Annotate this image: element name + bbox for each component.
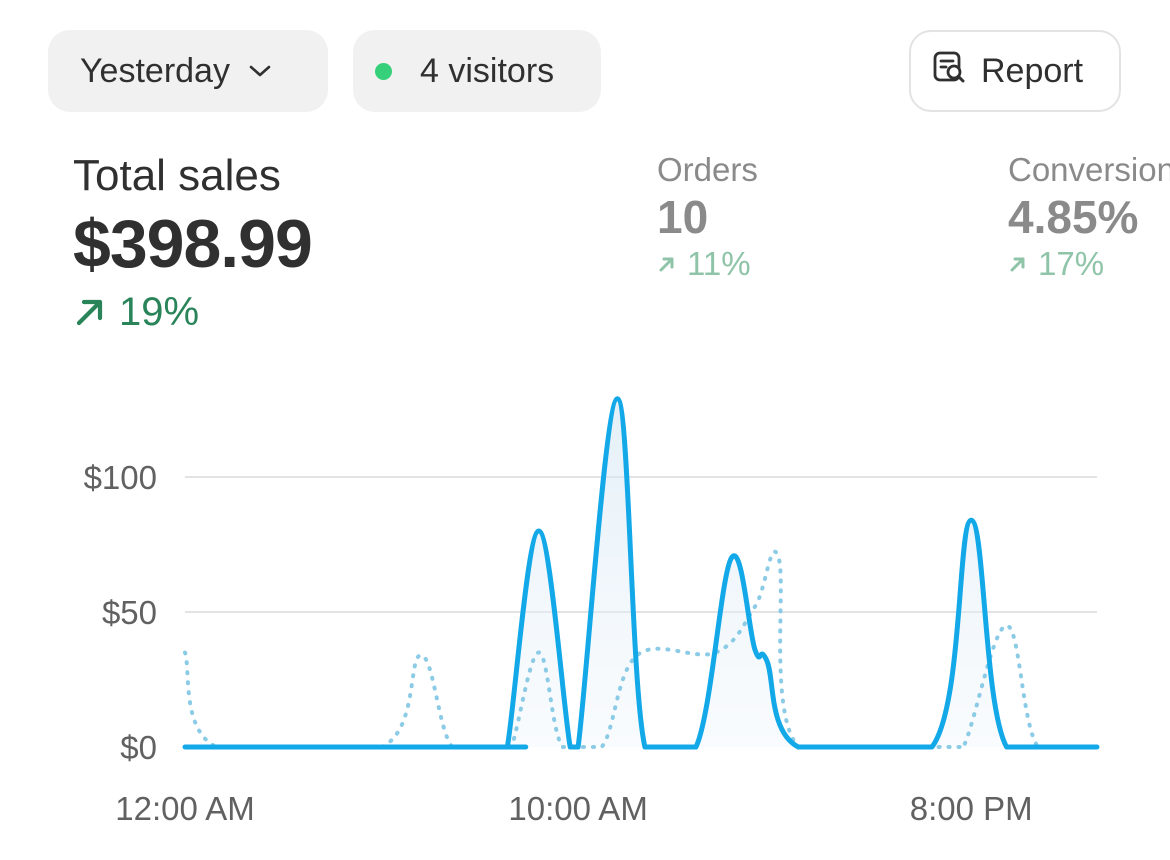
orders-label: Orders <box>657 151 758 188</box>
report-icon <box>931 49 981 94</box>
x-tick-label: 12:00 AM <box>115 790 254 827</box>
comparison-series-line <box>183 549 1099 750</box>
total-sales-value: $398.99 <box>73 206 313 282</box>
arrow-up-right-icon <box>659 257 674 272</box>
total-sales-change: 19% <box>73 288 312 336</box>
report-label: Report <box>981 51 1084 90</box>
conversion-metric[interactable]: Conversion 4.85% 17% <box>1008 150 1170 284</box>
conversion-label: Conversion <box>1008 151 1170 188</box>
live-visitors-pill[interactable]: 4 visitors <box>353 30 601 112</box>
live-status-dot <box>375 62 392 80</box>
y-tick-label: $50 <box>102 594 157 631</box>
y-tick-label: $0 <box>120 729 157 766</box>
report-button[interactable]: Report <box>909 30 1121 112</box>
orders-change: 11% <box>657 244 758 284</box>
arrow-up-right-icon <box>76 299 103 326</box>
primary-series-line <box>182 396 1100 750</box>
arrow-up-right-icon <box>1010 257 1025 272</box>
x-tick-label: 10:00 AM <box>508 790 647 827</box>
conversion-change: 17% <box>1008 244 1170 284</box>
visitors-label: 4 visitors <box>420 51 555 90</box>
x-tick-label: 8:00 PM <box>910 790 1033 827</box>
orders-change-value: 11% <box>687 245 751 282</box>
conversion-change-value: 17% <box>1038 245 1105 282</box>
total-sales-change-value: 19% <box>119 290 200 334</box>
date-range-selector[interactable]: Yesterday <box>48 30 328 112</box>
total-sales-label: Total sales <box>73 151 281 200</box>
total-sales-metric[interactable]: Total sales $398.99 19% <box>73 150 313 336</box>
y-tick-label: $100 <box>84 459 157 496</box>
conversion-value: 4.85% <box>1008 191 1139 243</box>
orders-value: 10 <box>657 191 709 243</box>
date-range-label: Yesterday <box>80 51 230 90</box>
chevron-down-icon <box>248 63 272 79</box>
orders-metric[interactable]: Orders 10 11% <box>657 150 758 284</box>
sales-chart[interactable]: $0 $50 $100 12:00 AM 10:00 AM 8:00 PM <box>0 360 1170 860</box>
